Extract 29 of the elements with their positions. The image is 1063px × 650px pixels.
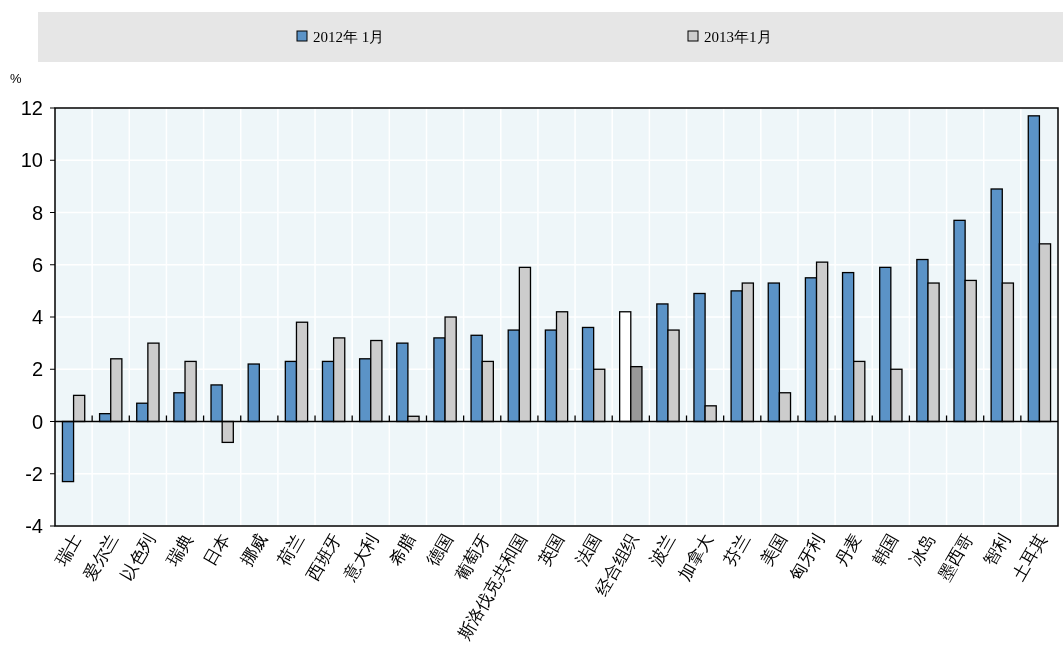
x-tick-label: 法国 — [571, 530, 606, 570]
y-tick-label: 0 — [31, 410, 43, 433]
x-tick-label: 希腊 — [385, 530, 420, 570]
x-tick-label: 意大利 — [339, 530, 383, 586]
y-tick-label: 8 — [31, 201, 43, 224]
y-tick-label: -2 — [25, 462, 43, 485]
x-tick-label: 冰岛 — [905, 530, 940, 570]
x-tick-label: 韩国 — [868, 530, 903, 570]
y-tick-label: 2 — [31, 358, 43, 381]
y-axis-title: % — [10, 71, 22, 86]
x-tick-label: 德国 — [423, 530, 457, 570]
y-tick-label: 4 — [31, 306, 43, 328]
legend-label: 2012年 1月 — [313, 29, 385, 45]
y-tick-label: -4 — [25, 515, 43, 537]
y-tick-label: 10 — [20, 149, 43, 172]
x-tick-label: 瑞典 — [163, 530, 197, 570]
y-tick-label: 12 — [20, 97, 43, 119]
x-tick-label: 英国 — [534, 530, 568, 570]
x-tick-label: 荷兰 — [274, 530, 308, 570]
x-tick-label: 美国 — [757, 530, 791, 570]
x-tick-label: 智利 — [980, 530, 1014, 570]
x-tick-label: 波兰 — [645, 530, 680, 570]
x-tick-label: 芬兰 — [720, 530, 754, 570]
x-tick-label: 瑞士 — [51, 530, 86, 570]
legend-label: 2013年1月 — [704, 29, 772, 45]
x-tick-label: 挪威 — [237, 530, 271, 570]
x-tick-label: 日本 — [200, 530, 234, 570]
x-tick-label: 丹麦 — [831, 530, 866, 570]
y-tick-label: 6 — [31, 253, 43, 276]
